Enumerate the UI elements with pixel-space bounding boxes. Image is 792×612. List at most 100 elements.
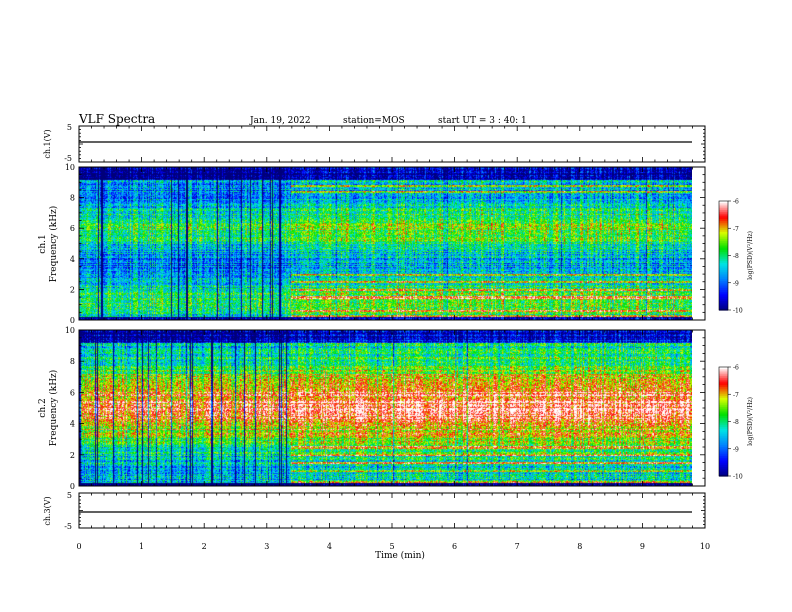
colorbar-segment (719, 408, 728, 412)
ch1-ytick-bottom: -5 (64, 154, 72, 163)
colorbar-segment (719, 240, 728, 244)
colorbar-segment (719, 211, 728, 215)
colorbar-segment (719, 403, 728, 406)
y-tick-label: 6 (70, 388, 75, 397)
x-tick-label: 4 (327, 542, 332, 551)
colorbar-segment (719, 381, 728, 384)
colorbar-segment (719, 434, 728, 437)
x-tick-label: 7 (515, 542, 520, 551)
colorbar-segment (719, 466, 728, 470)
colorbar-segment (719, 302, 728, 306)
colorbar-segment (719, 374, 728, 377)
colorbar-segment (719, 397, 728, 401)
ch2-spectrogram-heatmap (79, 330, 692, 486)
colorbar-segment (719, 251, 728, 255)
colorbar-segment (719, 290, 728, 293)
x-tick-label: 0 (76, 542, 81, 551)
colorbar-tick-label: -8 (733, 419, 739, 426)
colorbar-segment (719, 426, 728, 430)
colorbar-segment (719, 385, 728, 388)
colorbar-segment (719, 210, 728, 213)
colorbar-segment (719, 456, 728, 459)
y-tick-label: 2 (70, 451, 75, 460)
ch3-voltage-panel: 5 -5 ch.3(V) (43, 491, 706, 531)
colorbar-segment (719, 396, 728, 399)
colorbar-segment (719, 297, 728, 300)
x-tick-label: 8 (577, 542, 582, 551)
colorbar-tick-label: -7 (733, 226, 739, 233)
x-tick-label: 10 (700, 542, 710, 551)
y-tick-label: 8 (70, 357, 75, 366)
colorbar-segment (719, 253, 728, 257)
colorbar-tick-label: -6 (733, 365, 739, 372)
colorbar-segment (719, 390, 728, 394)
colorbar-segment (719, 306, 728, 309)
colorbar-segment (719, 259, 728, 262)
colorbar-segment (719, 230, 728, 233)
colorbar-segment (719, 428, 728, 432)
time-x-axis: 0 1 2 3 4 5 6 7 8 9 10 (76, 542, 710, 551)
start-time-label: start UT = 3 : 40: 1 (438, 116, 527, 126)
colorbar-segment (719, 448, 728, 452)
colorbar-segment (719, 436, 728, 439)
colorbar-segment (719, 304, 728, 307)
x-tick-label: 2 (202, 542, 207, 551)
date-label: Jan. 19, 2022 (249, 116, 311, 126)
colorbar-segment (719, 383, 728, 386)
y-tick-label: 8 (70, 194, 75, 203)
colorbar-segment (719, 419, 728, 423)
colorbar-segment (719, 213, 728, 217)
y-tick-label: 6 (70, 224, 75, 233)
colorbar-segment (719, 432, 728, 435)
colorbar-segment (719, 445, 728, 448)
colorbar-segment (719, 308, 728, 311)
colorbar-segment (719, 282, 728, 286)
colorbar-segment (719, 443, 728, 446)
colorbar-segment (719, 266, 728, 269)
y-tick-label: 0 (70, 316, 75, 325)
colorbar-segment (719, 286, 728, 289)
colorbar-segment (719, 235, 728, 238)
colorbar-segment (719, 425, 728, 428)
colorbar-segment (719, 204, 728, 208)
ch2-spec-ylabel-channel: ch.2 (38, 398, 48, 417)
x-tick-label: 1 (139, 542, 144, 551)
colorbar-segment (719, 430, 728, 433)
colorbar-segment (719, 370, 728, 374)
colorbar-segment (719, 284, 728, 287)
colorbar-segment (719, 273, 728, 277)
y-tick-label: 10 (65, 326, 75, 335)
colorbar-segment (719, 406, 728, 410)
y-tick-label: 4 (70, 420, 75, 429)
colorbar-segment (719, 250, 728, 253)
colorbar-segment (719, 450, 728, 453)
colorbar-segment (719, 372, 728, 375)
colorbar-segment (719, 262, 728, 266)
colorbar-segment (719, 206, 728, 209)
ch1-spectrogram-heatmap (79, 167, 692, 320)
ch1-voltage-panel: 5 -5 ch.1(V) (43, 123, 706, 163)
colorbar-segment (719, 237, 728, 240)
ch3-ytick-bottom: -5 (64, 522, 72, 531)
colorbar-segment (719, 459, 728, 463)
x-tick-label: 9 (640, 542, 645, 551)
x-tick-label: 5 (389, 542, 394, 551)
station-label: station=MOS (343, 116, 405, 126)
colorbar-segment (719, 441, 728, 444)
colorbar-segment (719, 224, 728, 228)
ch2-spec-ylabel-frequency: Frequency (kHz) (48, 370, 59, 447)
colorbar-segment (719, 202, 728, 206)
colorbar-tick-label: -9 (733, 280, 739, 287)
colorbar-segment (719, 226, 728, 229)
colorbar-segment (719, 474, 728, 477)
colorbar-segment (719, 201, 728, 204)
x-tick-label: 3 (264, 542, 269, 551)
colorbar-segment (719, 416, 728, 419)
colorbar-segment (719, 463, 728, 466)
colorbar-segment (719, 439, 728, 443)
colorbar-segment (719, 264, 728, 267)
colorbar-segment (719, 208, 728, 211)
colorbar-segment (719, 368, 728, 372)
colorbar-tick-label: -10 (733, 474, 743, 481)
